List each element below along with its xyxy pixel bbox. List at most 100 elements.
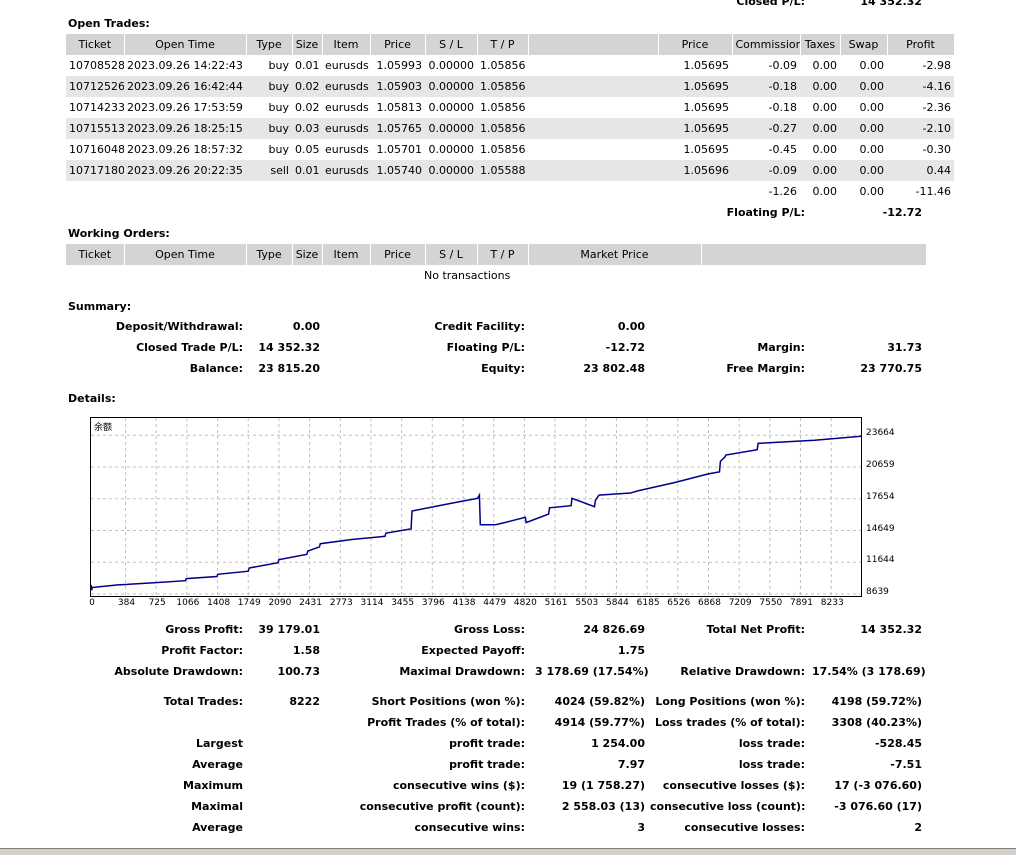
credit-value: 0.00	[617, 320, 645, 333]
stat-value: 2 558.03 (13)	[561, 800, 645, 813]
working-orders-title: Working Orders:	[68, 227, 170, 240]
table-cell: 1.05993	[376, 59, 423, 72]
table-cell: 2023.09.26 18:25:15	[124, 118, 246, 139]
wo-col-header: S / L	[425, 244, 478, 265]
open-col-header: Type	[246, 34, 293, 55]
table-cell: -0.45	[768, 143, 797, 156]
open-trades-title: Open Trades:	[68, 17, 150, 30]
x-tick-label: 5844	[605, 598, 629, 608]
stat-label: consecutive profit (count):	[359, 800, 525, 813]
wo-col-header: T / P	[477, 244, 529, 265]
stat-label: profit trade:	[449, 758, 525, 771]
empty-cell	[322, 181, 370, 202]
stat-label: Maximal Drawdown:	[399, 665, 525, 678]
stat-label: profit trade:	[449, 737, 525, 750]
table-cell: 0.00	[859, 143, 885, 156]
x-tick-label: 4138	[452, 598, 476, 608]
balance-chart: 余额	[90, 417, 862, 597]
x-tick-label: 4820	[513, 598, 537, 608]
stat-label: consecutive wins ($):	[392, 779, 525, 792]
y-tick-label: 23664	[866, 428, 895, 439]
stat-label: Expected Payoff:	[421, 644, 525, 657]
summary-floating-label: Floating P/L:	[446, 341, 525, 354]
table-cell: 1.05695	[683, 101, 730, 114]
empty-cell	[370, 181, 425, 202]
closed-pl-top-label: Closed P/L:	[736, 0, 805, 8]
table-cell: 1.05765	[370, 118, 425, 139]
open-col-header	[528, 34, 659, 55]
free-margin-value: 23 770.75	[860, 362, 922, 375]
total-profit: -11.46	[915, 185, 951, 198]
stat-label: Short Positions (won %):	[371, 695, 525, 708]
table-cell: -0.09	[732, 160, 800, 181]
table-cell: 1.05588	[477, 160, 528, 181]
stat-value: 24 826.69	[583, 623, 645, 636]
table-cell: 0.00000	[428, 59, 475, 72]
table-cell: 1.05695	[683, 143, 730, 156]
margin-label: Margin:	[757, 341, 805, 354]
table-row: 10715513 2023.09.26 18:25:15 buy 0.03 eurusd…	[66, 118, 954, 139]
table-cell: 10717180	[66, 160, 124, 181]
empty-cell	[292, 181, 322, 202]
stat-value: -3 076.60 (17)	[834, 800, 922, 813]
table-cell: buy	[268, 143, 289, 156]
empty-cell	[477, 181, 528, 202]
stat-value: 19 (1 758.27)	[561, 779, 645, 792]
x-tick-label: 1066	[176, 598, 200, 608]
table-cell: buy	[268, 101, 289, 114]
stat-label: Relative Drawdown:	[680, 665, 805, 678]
x-tick-label: 384	[117, 598, 136, 608]
stat-label: consecutive losses:	[684, 821, 805, 834]
stat-label: consecutive wins:	[414, 821, 525, 834]
table-cell: 0.00	[840, 118, 887, 139]
empty-cell	[66, 181, 124, 202]
table-cell: 0.00000	[425, 160, 477, 181]
floating-pl-value: -12.72	[882, 206, 922, 219]
summary-floating-value: -12.72	[605, 341, 645, 354]
table-row: 10717180 2023.09.26 20:22:35 sell 0.01 eurus…	[66, 160, 954, 181]
stat-value: 100.73	[277, 665, 320, 678]
empty-cell	[528, 181, 658, 202]
y-tick-label: 17654	[866, 491, 895, 502]
table-cell: 0.00	[800, 76, 840, 97]
table-cell: 0.01	[292, 160, 322, 181]
stat-value: 3308 (40.23%)	[831, 716, 922, 729]
wo-col-header: Market Price	[528, 244, 702, 265]
x-tick-label: 8233	[820, 598, 844, 608]
table-cell	[528, 160, 658, 181]
empty-row: No transactions	[66, 265, 926, 286]
table-cell: 0.44	[887, 160, 954, 181]
stat-label: Profit Factor:	[161, 644, 243, 657]
table-cell: 0.03	[292, 118, 322, 139]
stat-label: Gross Loss:	[454, 623, 525, 636]
table-cell: 1.05856	[477, 118, 528, 139]
table-cell: 0.00000	[425, 76, 477, 97]
chart-title: 余额	[94, 423, 113, 433]
table-cell: -0.18	[732, 76, 800, 97]
stat-value: 3	[637, 821, 645, 834]
stat-label: consecutive loss (count):	[650, 800, 806, 813]
empty-cell	[246, 181, 292, 202]
open-col-header: Size	[292, 34, 323, 55]
stat-value: 4024 (59.82%)	[554, 695, 645, 708]
totals-row: -1.26 0.00 0.00 -11.46	[66, 181, 954, 202]
table-cell: eurusds	[325, 143, 369, 156]
table-cell: 2023.09.26 20:22:35	[124, 160, 246, 181]
stat-value: 17.54% (3 178.69)	[812, 665, 926, 678]
table-cell	[528, 76, 658, 97]
open-col-header: Price	[658, 34, 733, 55]
no-transactions: No transactions	[424, 269, 511, 282]
table-cell: 1.05740	[370, 160, 425, 181]
open-col-header: Item	[322, 34, 371, 55]
x-tick-label: 6526	[667, 598, 691, 608]
table-cell: buy	[246, 118, 292, 139]
table-cell: 10716048	[69, 143, 124, 156]
table-row: 10708528 2023.09.26 14:22:43 buy 0.01 eurusd…	[66, 55, 954, 76]
wo-col-header: Item	[322, 244, 371, 265]
table-cell: 1.05856	[477, 76, 528, 97]
stat-label: loss trade:	[738, 737, 805, 750]
x-tick-label: 2090	[268, 598, 292, 608]
closed-trade-label: Closed Trade P/L:	[136, 341, 243, 354]
stat-value: 8222	[289, 695, 320, 708]
